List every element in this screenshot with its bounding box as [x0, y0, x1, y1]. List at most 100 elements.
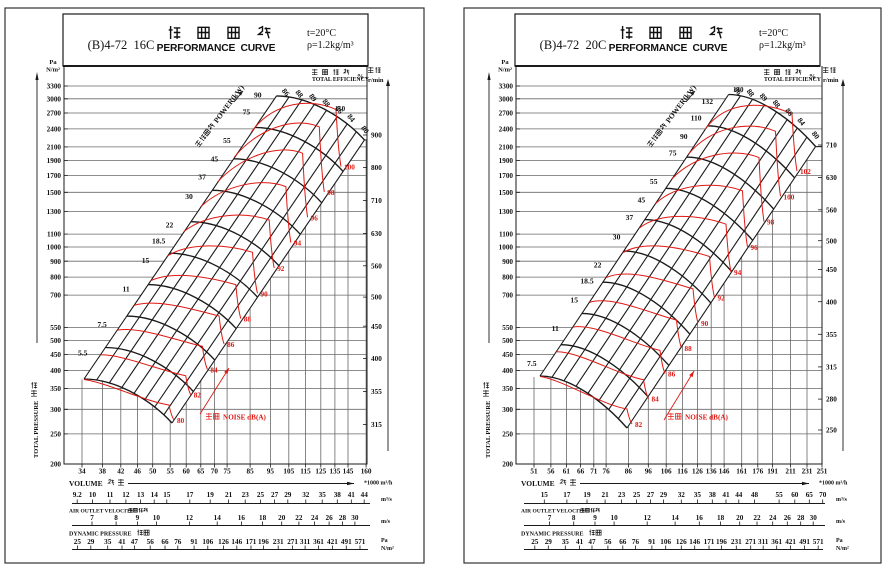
svg-text:98: 98 [767, 219, 775, 227]
svg-text:10: 10 [153, 514, 161, 522]
svg-text:1700: 1700 [47, 172, 62, 180]
svg-text:231: 231 [273, 538, 284, 546]
svg-text:75: 75 [243, 107, 251, 116]
svg-text:30: 30 [351, 514, 359, 522]
svg-text:%: % [357, 73, 364, 81]
svg-text:29: 29 [87, 538, 95, 546]
svg-text:r/min: r/min [368, 77, 384, 84]
svg-text:15: 15 [570, 296, 578, 305]
svg-text:400: 400 [502, 367, 513, 375]
svg-text:90: 90 [254, 91, 262, 100]
svg-text:491: 491 [799, 538, 810, 546]
svg-text:65: 65 [806, 491, 814, 499]
svg-text:350: 350 [50, 385, 61, 393]
svg-text:500: 500 [826, 237, 837, 245]
svg-text:110: 110 [691, 114, 702, 123]
svg-text:42: 42 [117, 468, 125, 476]
svg-text:AIR OUTLET VELOCITY: AIR OUTLET VELOCITY [521, 509, 586, 515]
svg-text:17: 17 [563, 491, 571, 499]
svg-text:250: 250 [502, 431, 513, 439]
svg-text:80: 80 [810, 129, 822, 141]
svg-text:1500: 1500 [499, 189, 514, 197]
svg-text:251: 251 [817, 468, 828, 476]
svg-text:60: 60 [791, 491, 799, 499]
svg-text:7: 7 [90, 514, 94, 522]
svg-text:1300: 1300 [47, 208, 62, 216]
svg-text:m³/s: m³/s [381, 497, 392, 503]
svg-text:76: 76 [174, 538, 182, 546]
svg-text:106: 106 [202, 538, 213, 546]
svg-text:311: 311 [300, 538, 311, 546]
svg-text:140: 140 [733, 86, 744, 94]
svg-text:15: 15 [541, 491, 549, 499]
svg-text:(B)4-72 16C: (B)4-72 16C [88, 38, 155, 52]
svg-text:76: 76 [603, 468, 611, 476]
svg-text:96: 96 [751, 244, 759, 252]
svg-text:90: 90 [680, 132, 688, 141]
svg-text:355: 355 [371, 388, 382, 396]
svg-text:560: 560 [371, 262, 382, 270]
svg-text:66: 66 [577, 468, 585, 476]
svg-text:8: 8 [572, 514, 576, 522]
svg-text:Pa: Pa [49, 59, 57, 66]
svg-text:56: 56 [604, 538, 612, 546]
svg-text:38: 38 [99, 468, 107, 476]
svg-text:146: 146 [231, 538, 242, 546]
svg-text:1000: 1000 [47, 244, 62, 252]
svg-text:92: 92 [718, 295, 726, 303]
svg-text:20: 20 [736, 514, 744, 522]
svg-text:12: 12 [644, 514, 652, 522]
svg-text:86: 86 [783, 106, 795, 118]
svg-text:37: 37 [198, 173, 206, 182]
svg-text:271: 271 [745, 538, 756, 546]
svg-text:280: 280 [826, 396, 837, 404]
svg-text:2100: 2100 [499, 144, 514, 152]
svg-text:84: 84 [345, 112, 357, 124]
svg-text:96: 96 [311, 214, 319, 222]
svg-text:1500: 1500 [47, 189, 62, 197]
svg-text:15: 15 [163, 491, 171, 499]
svg-text:88: 88 [745, 87, 757, 99]
svg-text:250: 250 [826, 427, 837, 435]
svg-text:421: 421 [785, 538, 796, 546]
svg-text:80: 80 [359, 124, 371, 136]
svg-text:NOISE dB(A): NOISE dB(A) [685, 414, 729, 422]
svg-text:51: 51 [530, 468, 538, 476]
svg-text:9: 9 [136, 514, 140, 522]
svg-text:94: 94 [734, 269, 742, 277]
svg-text:95: 95 [267, 468, 275, 476]
svg-text:8: 8 [114, 514, 118, 522]
svg-text:400: 400 [50, 367, 61, 375]
svg-text:196: 196 [716, 538, 727, 546]
svg-text:66: 66 [619, 538, 627, 546]
svg-text:91: 91 [191, 538, 199, 546]
svg-text:94: 94 [294, 240, 302, 248]
svg-text:N/m²: N/m² [46, 67, 60, 74]
svg-text:300: 300 [50, 406, 61, 414]
svg-text:125: 125 [315, 468, 326, 476]
svg-text:450: 450 [50, 351, 61, 359]
svg-text:500: 500 [50, 337, 61, 345]
svg-text:56: 56 [147, 538, 155, 546]
svg-text:146: 146 [689, 538, 700, 546]
svg-text:84: 84 [652, 396, 660, 404]
svg-text:41: 41 [118, 538, 126, 546]
svg-text:25: 25 [74, 538, 82, 546]
svg-text:196: 196 [258, 538, 269, 546]
svg-text:146: 146 [719, 468, 730, 476]
svg-text:35: 35 [562, 538, 570, 546]
svg-text:12: 12 [122, 491, 130, 499]
svg-text:Pa: Pa [501, 59, 509, 66]
svg-text:1000: 1000 [499, 244, 514, 252]
svg-text:23: 23 [618, 491, 626, 499]
svg-text:29: 29 [660, 491, 668, 499]
svg-text:11: 11 [552, 324, 559, 333]
svg-text:28: 28 [797, 514, 805, 522]
svg-text:*1000 m³/h: *1000 m³/h [819, 481, 848, 487]
svg-text:75: 75 [669, 149, 677, 158]
svg-text:TOTAL EFFICIENCY: TOTAL EFFICIENCY [312, 77, 370, 83]
svg-text:22: 22 [753, 514, 761, 522]
svg-text:35: 35 [694, 491, 702, 499]
svg-text:102: 102 [800, 168, 811, 176]
svg-text:86: 86 [732, 85, 744, 97]
